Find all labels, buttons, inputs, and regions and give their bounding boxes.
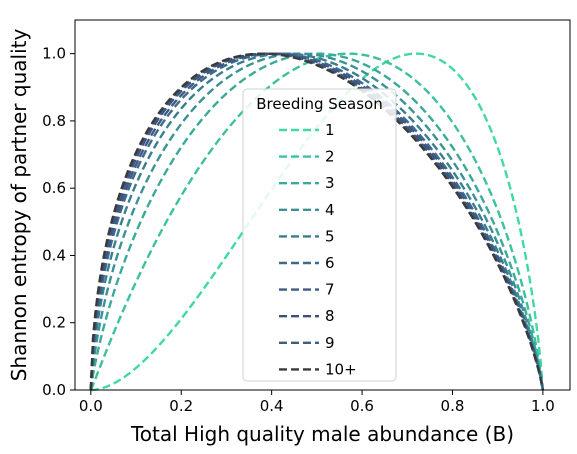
series-line-2 (89, 52, 545, 391)
legend-label-5: 5 (325, 227, 335, 245)
legend-label-4: 4 (325, 201, 335, 219)
y-tick-label: 0.8 (42, 112, 66, 130)
x-tick-label: 0.2 (169, 397, 193, 415)
legend-label-8: 8 (325, 307, 335, 325)
series-lines (89, 52, 545, 392)
y-tick-label: 0.4 (42, 246, 66, 264)
series-line-6 (89, 52, 545, 391)
x-tick-label: 0.8 (441, 397, 465, 415)
legend-label-1: 1 (325, 121, 335, 139)
y-tick-label: 1.0 (42, 45, 66, 63)
legend: Breeding Season 1 2 3 4 5 6 7 8 9 10+ (242, 88, 397, 382)
series-line-5 (89, 52, 545, 391)
legend-label-7: 7 (325, 281, 335, 299)
y-tick-label: 0.6 (42, 179, 66, 197)
y-tick-label: 0.2 (42, 314, 66, 332)
axis-ticks: 0.0 0.2 0.4 0.6 0.8 1.0 0.0 0.2 0.4 0.6 0.8 1.0 (42, 45, 555, 415)
legend-box (242, 88, 397, 382)
x-tick-label: 1.0 (531, 397, 555, 415)
y-axis-label: Shannon entropy of partner quality (7, 29, 31, 382)
legend-label-9: 9 (325, 334, 335, 352)
x-axis-label: Total High quality male abundance (B) (130, 422, 514, 446)
series-line-4 (89, 52, 545, 391)
y-tick-label: 0.0 (42, 381, 66, 399)
legend-label-3: 3 (325, 174, 335, 192)
plot-frame (74, 19, 571, 391)
legend-title: Breeding Season (256, 95, 383, 113)
series-line-7 (89, 52, 545, 391)
x-tick-label: 0.6 (350, 397, 374, 415)
legend-label-6: 6 (325, 254, 335, 272)
series-line-10+ (89, 52, 545, 391)
legend-label-10+: 10+ (325, 360, 357, 378)
x-tick-label: 0.0 (79, 397, 103, 415)
x-tick-label: 0.4 (260, 397, 284, 415)
legend-label-2: 2 (325, 148, 335, 166)
series-line-3 (89, 52, 545, 391)
